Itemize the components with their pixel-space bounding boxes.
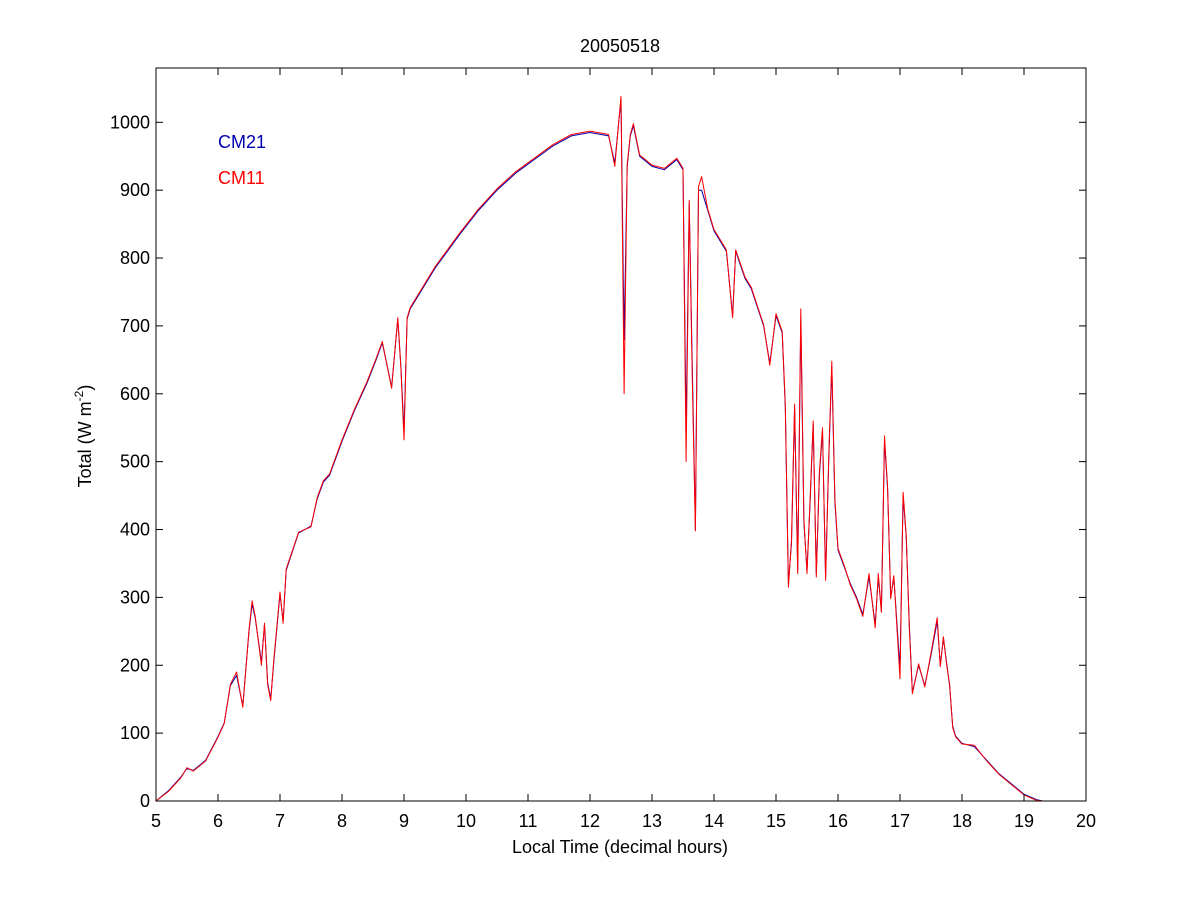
y-tick-label: 700: [120, 316, 150, 336]
y-axis-label: Total (W m-2): [72, 385, 95, 488]
y-tick-label: 100: [120, 723, 150, 743]
series-layer: [155, 96, 1043, 802]
x-tick-label: 10: [456, 811, 476, 831]
x-tick-label: 13: [642, 811, 662, 831]
x-axis-ticks: 5 6 7 8 9 10 11 12 13 14 15 16 17 18 19 20: [151, 68, 1096, 831]
y-axis-ticks: 0 100 200 300 400 500 600 700 800 900 1000: [110, 112, 1086, 811]
x-tick-label: 6: [213, 811, 223, 831]
y-axis-label-sup: -2: [72, 390, 86, 401]
y-tick-label: 800: [120, 248, 150, 268]
legend-entry-cm21: CM21: [218, 132, 266, 152]
y-tick-label: 900: [120, 180, 150, 200]
x-axis-label: Local Time (decimal hours): [512, 837, 728, 857]
legend-entry-cm11: CM11: [218, 168, 265, 188]
chart-title: 20050518: [580, 36, 660, 56]
x-tick-label: 15: [766, 811, 786, 831]
y-tick-label: 200: [120, 655, 150, 675]
x-tick-label: 19: [1014, 811, 1034, 831]
x-tick-label: 12: [580, 811, 600, 831]
x-tick-label: 8: [337, 811, 347, 831]
x-tick-label: 16: [828, 811, 848, 831]
x-tick-label: 9: [399, 811, 409, 831]
y-axis-label-close: ): [75, 385, 95, 391]
y-tick-label: 1000: [110, 112, 150, 132]
x-tick-label: 5: [151, 811, 161, 831]
y-tick-label: 600: [120, 384, 150, 404]
x-tick-label: 17: [890, 811, 910, 831]
x-tick-label: 7: [275, 811, 285, 831]
x-tick-label: 18: [952, 811, 972, 831]
series-line-cm11: [155, 96, 1043, 802]
y-tick-label: 300: [120, 587, 150, 607]
plot-frame: [155, 67, 1087, 802]
y-axis-label-main: Total (W m: [75, 401, 95, 487]
x-tick-label: 14: [704, 811, 724, 831]
y-tick-label: 400: [120, 520, 150, 540]
y-tick-label: 0: [140, 791, 150, 811]
y-tick-label: 500: [120, 452, 150, 472]
x-tick-label: 20: [1076, 811, 1096, 831]
x-tick-label: 11: [519, 811, 538, 831]
